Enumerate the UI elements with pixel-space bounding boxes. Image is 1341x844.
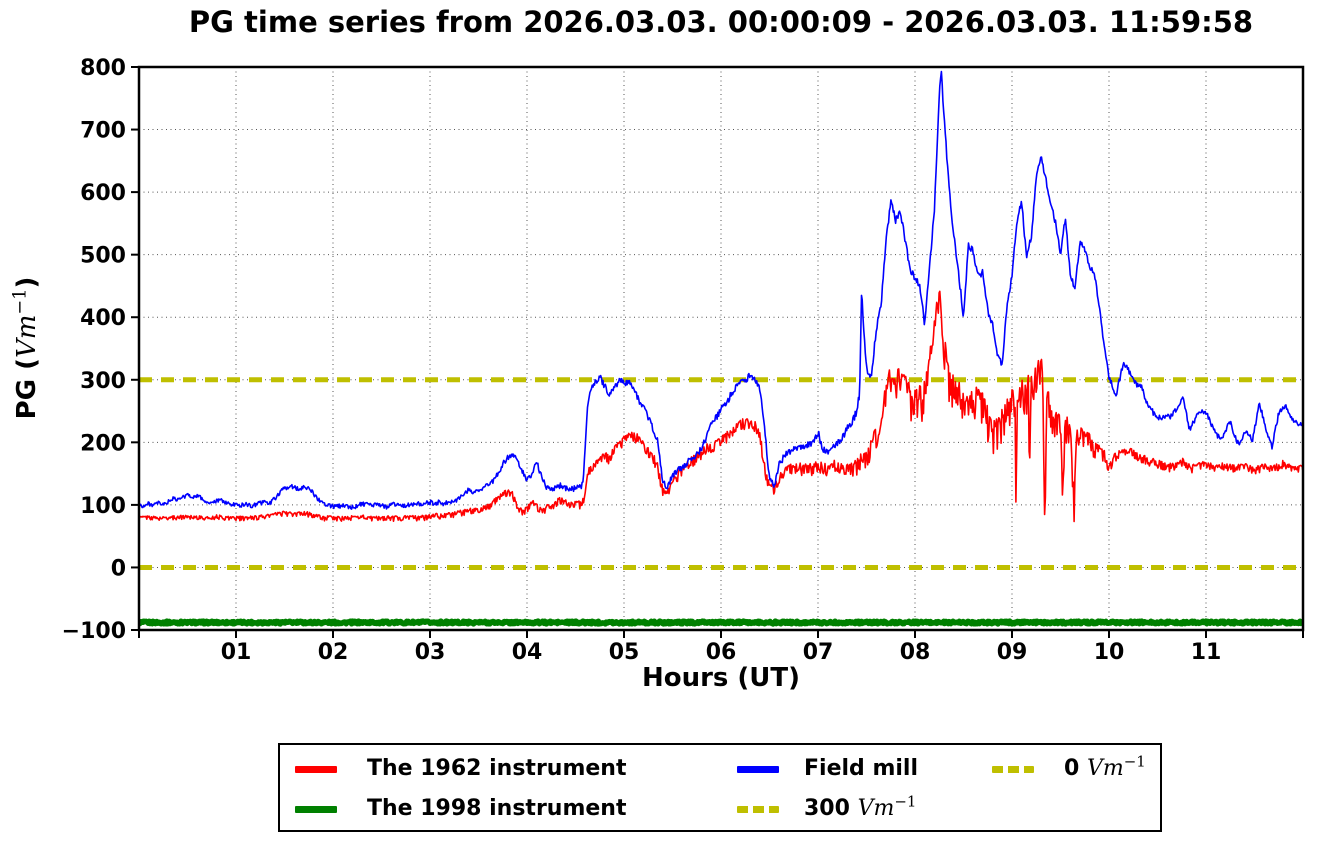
legend-label: 300 Vm−1 [804, 792, 917, 821]
legend-sample-line [295, 806, 337, 813]
x-tick-label: 09 [997, 640, 1028, 665]
legend-sample-line [295, 766, 337, 773]
x-tick-label: 06 [706, 640, 737, 665]
y-label-prefix: PG ( [12, 358, 42, 420]
legend-label: 0 Vm−1 [1064, 752, 1146, 781]
y-tick-label: 100 [80, 494, 126, 519]
y-label-suffix: ) [12, 276, 42, 289]
x-tick-label: 02 [318, 640, 349, 665]
legend-label: The 1962 instrument [367, 756, 627, 781]
y-tick-label: 800 [80, 56, 126, 81]
series-group [139, 70, 1303, 627]
y-tick-label: 500 [80, 244, 126, 269]
legend-sample-dashed [737, 806, 779, 813]
y-tick-label: 400 [80, 306, 126, 331]
y-axis-label: PG (Vm−1) [10, 276, 42, 420]
legend-sample-dashed [992, 766, 1034, 773]
series-the-1962-instrument [139, 290, 1303, 523]
x-tick-label: 10 [1094, 640, 1125, 665]
legend-label: Field mill [804, 756, 918, 781]
y-tick-label: 700 [80, 119, 126, 144]
y-tick-label: 600 [80, 181, 126, 206]
x-axis-label: Hours (UT) [641, 663, 801, 693]
legend-sample-line [737, 766, 779, 773]
gridlines [139, 67, 1303, 630]
y-tick-label: −100 [62, 619, 126, 644]
plot-frame [137, 65, 1305, 632]
x-tick-label: 05 [609, 640, 640, 665]
x-tick-label: 01 [221, 640, 252, 665]
y-tick-label: 200 [80, 431, 126, 456]
series-the-1998-instrument [139, 618, 1303, 627]
y-tick-label: 300 [80, 369, 126, 394]
legend-label: The 1998 instrument [367, 796, 627, 821]
series-field-mill [139, 70, 1303, 510]
x-tick-label: 03 [415, 640, 446, 665]
x-tick-label: 07 [803, 640, 834, 665]
tick-labels: 01 02 03 04 05 06 07 08 09 10 11 −100 0 100 200 300 400 5… [62, 56, 1222, 665]
chart-title: PG time series from 2026.03.03. 00:00:09… [188, 5, 1254, 39]
y-label-exponent: −1 [10, 288, 31, 315]
x-tick-label: 04 [512, 640, 543, 665]
x-tick-label: 08 [900, 640, 931, 665]
legend: The 1962 instrument The 1998 instrument Fi… [278, 743, 1162, 832]
y-label-math: Vm [12, 314, 42, 359]
y-tick-label: 0 [111, 556, 126, 581]
axis-ticks [131, 66, 1304, 638]
x-tick-label: 11 [1191, 640, 1222, 665]
